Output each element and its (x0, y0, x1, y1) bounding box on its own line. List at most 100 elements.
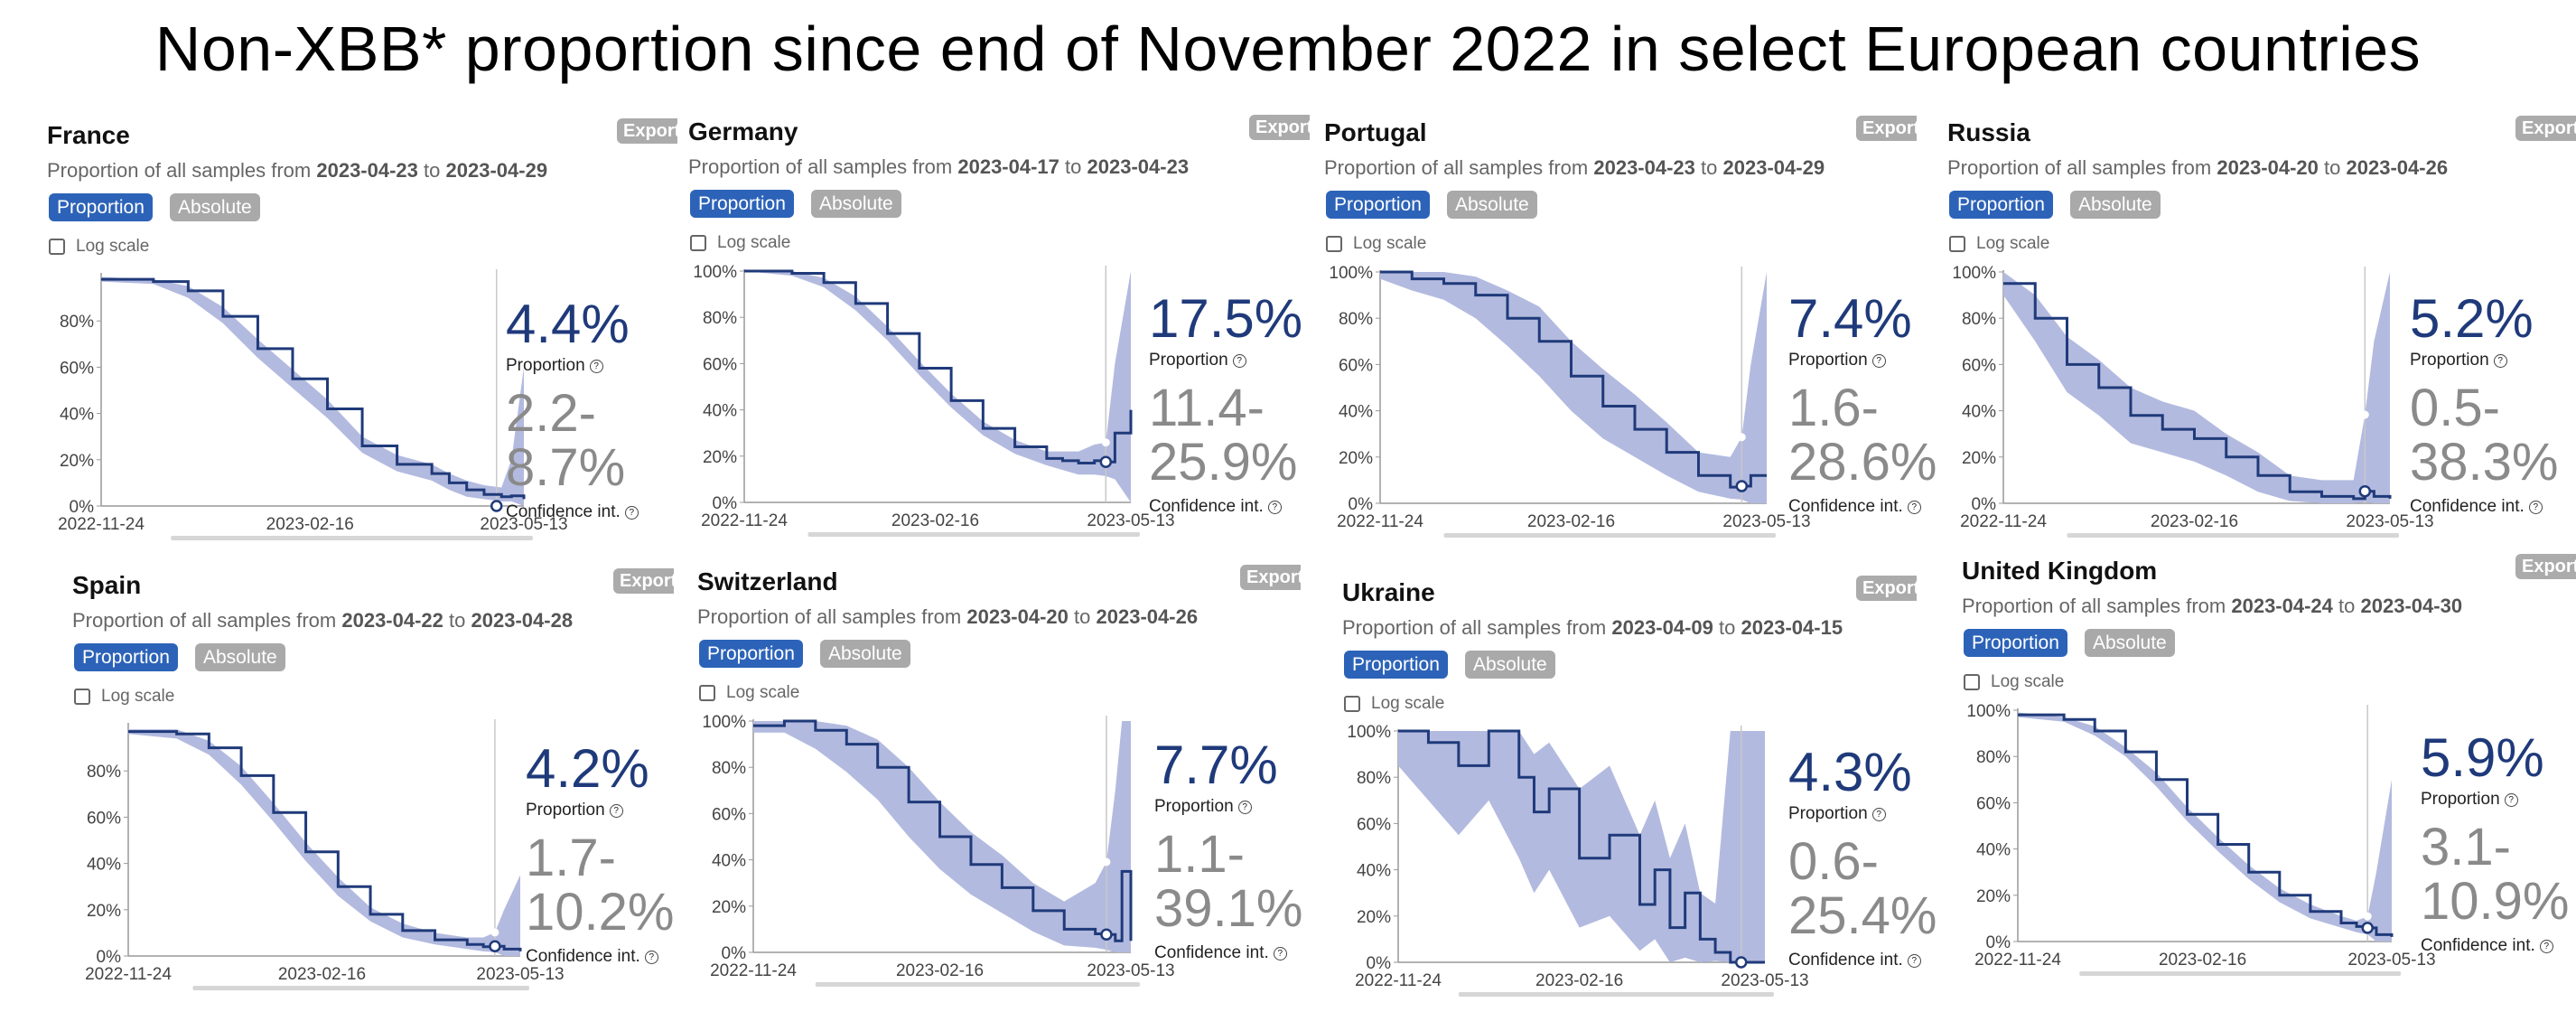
proportion-label: Proportion? (526, 801, 674, 820)
export-button[interactable]: Export (617, 118, 677, 144)
ci-low: 3.1- (2421, 818, 2511, 876)
log-scale-checkbox[interactable] (1326, 236, 1342, 252)
log-scale-checkbox[interactable] (1344, 696, 1360, 712)
metrics: 7.4% Proportion? 1.6- 28.6% Confidence i… (1788, 291, 1937, 517)
log-scale-toggle[interactable]: Log scale (49, 237, 149, 257)
log-scale-toggle[interactable]: Log scale (699, 683, 799, 703)
absolute-button[interactable]: Absolute (1465, 651, 1555, 679)
samples-range: Proportion of all samples from 2023-04-0… (1342, 616, 1843, 640)
help-icon[interactable]: ? (1871, 808, 1886, 821)
date-to: 2023-04-26 (2346, 156, 2449, 179)
proportion-button[interactable]: Proportion (74, 643, 178, 671)
samples-prefix: Proportion of all samples from (1342, 616, 1607, 639)
selected-point (1734, 956, 1748, 969)
ci-low: 1.7- (526, 829, 616, 887)
help-icon[interactable]: ? (1237, 801, 1252, 814)
confidence-label: Confidence int.? (1788, 497, 1937, 517)
y-tick-label: 60% (1976, 794, 2011, 813)
log-scale-toggle[interactable]: Log scale (1964, 672, 2064, 692)
chart-svg: 0% 20% 40% 60% 80% 2022-11-24 2023-02-16 2023-0… (58, 269, 568, 540)
export-button[interactable]: Export (2515, 116, 2576, 141)
confidence-band (101, 276, 524, 506)
proportion-button[interactable]: Proportion (49, 193, 153, 221)
date-to: 2023-04-29 (1722, 156, 1825, 179)
help-icon[interactable]: ? (1907, 501, 1921, 514)
help-icon[interactable]: ? (589, 360, 603, 373)
chart-svg: 0% 20% 40% 60% 80% 100% 2022-11-24 2023-02-16 20… (1347, 723, 1809, 997)
ci-low: 0.6- (1788, 832, 1879, 891)
y-tick-label: 80% (60, 313, 94, 332)
export-button[interactable]: Export (1249, 115, 1310, 140)
absolute-button[interactable]: Absolute (170, 193, 260, 221)
log-scale-checkbox[interactable] (49, 239, 65, 255)
proportion-value: 7.7% (1154, 735, 1278, 795)
absolute-button[interactable]: Absolute (195, 643, 285, 671)
ci-high: 28.6% (1788, 433, 1937, 492)
proportion-label: Proportion? (1154, 797, 1302, 817)
proportion-button[interactable]: Proportion (690, 190, 794, 218)
help-icon[interactable]: ? (2504, 793, 2518, 807)
log-scale-toggle[interactable]: Log scale (1949, 234, 2049, 254)
help-icon[interactable]: ? (2539, 940, 2553, 953)
absolute-button[interactable]: Absolute (2085, 629, 2175, 657)
log-scale-toggle[interactable]: Log scale (74, 687, 174, 707)
samples-prefix: Proportion of all samples from (1947, 156, 2212, 179)
log-scale-toggle[interactable]: Log scale (1326, 234, 1426, 254)
panel-title: Ukraine (1342, 578, 1435, 606)
log-scale-checkbox[interactable] (690, 235, 706, 251)
help-icon[interactable]: ? (1907, 954, 1921, 968)
help-icon[interactable]: ? (2528, 501, 2543, 514)
absolute-button[interactable]: Absolute (1447, 191, 1537, 219)
help-icon[interactable]: ? (609, 804, 623, 818)
log-scale-checkbox[interactable] (1964, 674, 1980, 690)
proportion-button[interactable]: Proportion (699, 640, 803, 668)
log-scale-toggle[interactable]: Log scale (1344, 694, 1444, 714)
export-button[interactable]: Export (1856, 116, 1917, 141)
log-scale-toggle[interactable]: Log scale (690, 233, 790, 253)
confidence-band (1398, 731, 1765, 962)
absolute-button[interactable]: Absolute (2070, 191, 2161, 219)
x-tick-label: 2023-02-16 (278, 965, 366, 984)
export-button[interactable]: Export (1856, 576, 1917, 601)
proportion-button[interactable]: Proportion (1326, 191, 1430, 219)
proportion-label-text: Proportion (1149, 351, 1228, 370)
y-tick-label: 80% (1339, 310, 1373, 329)
date-from: 2023-04-22 (341, 609, 443, 632)
x-tick-label: 2022-11-24 (1355, 971, 1442, 990)
metrics: 5.2% Proportion? 0.5- 38.3% Confidence i… (2410, 291, 2558, 517)
proportion-label-text: Proportion (506, 356, 585, 375)
panel-title: Russia (1947, 118, 2030, 146)
help-icon[interactable]: ? (2493, 354, 2507, 368)
x-tick-label: 2023-05-13 (2347, 951, 2435, 970)
proportion-button[interactable]: Proportion (1344, 651, 1448, 679)
proportion-value: 5.2% (2410, 288, 2534, 349)
help-icon[interactable]: ? (1267, 501, 1282, 514)
absolute-button[interactable]: Absolute (820, 640, 910, 668)
proportion-button[interactable]: Proportion (1964, 629, 2067, 657)
y-tick-label: 0% (1986, 933, 2011, 952)
log-scale-checkbox[interactable] (74, 689, 90, 705)
absolute-button[interactable]: Absolute (811, 190, 901, 218)
y-tick-label: 80% (1357, 769, 1391, 788)
export-button[interactable]: Export (2515, 554, 2576, 579)
samples-mid: to (1719, 616, 1736, 639)
date-to: 2023-04-28 (471, 609, 574, 632)
export-button[interactable]: Export (613, 568, 674, 594)
confidence-label-text: Confidence int. (1149, 497, 1264, 516)
help-icon[interactable]: ? (624, 506, 639, 520)
x-tick-label: 2023-02-16 (896, 961, 984, 980)
metrics: 7.7% Proportion? 1.1- 39.1% Confidence i… (1154, 737, 1302, 963)
help-icon[interactable]: ? (1232, 354, 1246, 368)
y-tick-label: 40% (1339, 403, 1373, 422)
log-scale-checkbox[interactable] (699, 685, 715, 701)
export-button[interactable]: Export (1240, 565, 1301, 590)
y-tick-label: 20% (1962, 449, 1996, 468)
chart-scrollbar (2079, 971, 2401, 976)
log-scale-checkbox[interactable] (1949, 236, 1965, 252)
help-icon[interactable]: ? (644, 951, 658, 964)
samples-mid: to (1074, 605, 1091, 628)
help-icon[interactable]: ? (1273, 947, 1287, 960)
proportion-button[interactable]: Proportion (1949, 191, 2053, 219)
help-icon[interactable]: ? (1871, 354, 1886, 368)
date-from: 2023-04-23 (316, 159, 418, 182)
